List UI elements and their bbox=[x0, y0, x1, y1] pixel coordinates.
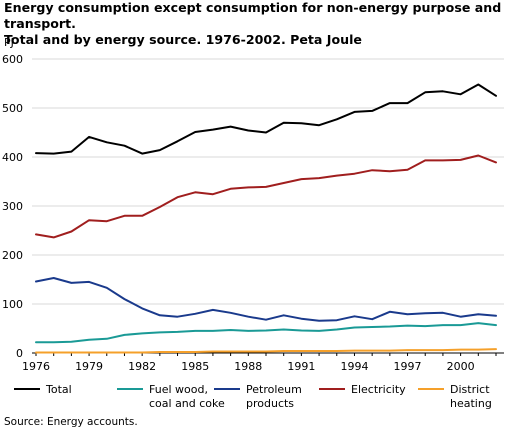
legend-label-1-line2: coal and coke bbox=[149, 397, 225, 410]
y-tick-label-600: 600 bbox=[2, 53, 23, 66]
x-tick-label-2000: 2000 bbox=[447, 360, 475, 373]
legend-label-3: Electricity bbox=[351, 383, 406, 396]
x-tick-label-1985: 1985 bbox=[181, 360, 209, 373]
legend-label-2-line2: products bbox=[246, 397, 294, 410]
series-line-2 bbox=[35, 277, 497, 322]
series-lines bbox=[35, 83, 497, 354]
legend-label-0: Total bbox=[45, 383, 72, 396]
chart-title-line1: Energy consumption except consumption fo… bbox=[4, 0, 502, 31]
gridlines bbox=[32, 58, 504, 305]
y-tick-label-100: 100 bbox=[2, 298, 23, 311]
chart-title: Energy consumption except consumption fo… bbox=[4, 0, 514, 48]
source-note: Source: Energy accounts. bbox=[4, 416, 138, 428]
x-tick-label-1994: 1994 bbox=[340, 360, 368, 373]
y-axis-ticks: 0 100 200 300 400 500 600 bbox=[2, 53, 23, 360]
x-tick-label-1997: 1997 bbox=[394, 360, 422, 373]
legend-label-2: Petroleum bbox=[246, 383, 302, 396]
x-tick-label-1991: 1991 bbox=[287, 360, 315, 373]
series-line-3 bbox=[35, 154, 497, 239]
x-tick-label-1982: 1982 bbox=[128, 360, 156, 373]
x-tick-label-1979: 1979 bbox=[75, 360, 103, 373]
y-tick-label-0: 0 bbox=[16, 347, 23, 360]
legend-label-4-line2: heating bbox=[450, 397, 492, 410]
chart-title-line2: Total and by energy source. 1976-2002. P… bbox=[4, 32, 362, 47]
x-tick-label-1976: 1976 bbox=[22, 360, 50, 373]
x-tick-label-1988: 1988 bbox=[234, 360, 262, 373]
series-line-1 bbox=[35, 322, 497, 344]
series-line-0 bbox=[35, 83, 497, 155]
y-tick-label-400: 400 bbox=[2, 151, 23, 164]
y-axis-unit: PJ bbox=[4, 36, 14, 49]
x-axis: 1976 1979 1982 1985 1988 1991 1994 1997 2000 bbox=[22, 352, 504, 373]
legend-label-4: District bbox=[450, 383, 490, 396]
y-tick-label-200: 200 bbox=[2, 249, 23, 262]
y-tick-label-500: 500 bbox=[2, 102, 23, 115]
legend-label-1: Fuel wood, bbox=[149, 383, 208, 396]
legend: Total Fuel wood,coal and coke Petroleumpro… bbox=[14, 383, 492, 410]
y-tick-label-300: 300 bbox=[2, 200, 23, 213]
series-line-4 bbox=[35, 348, 497, 354]
